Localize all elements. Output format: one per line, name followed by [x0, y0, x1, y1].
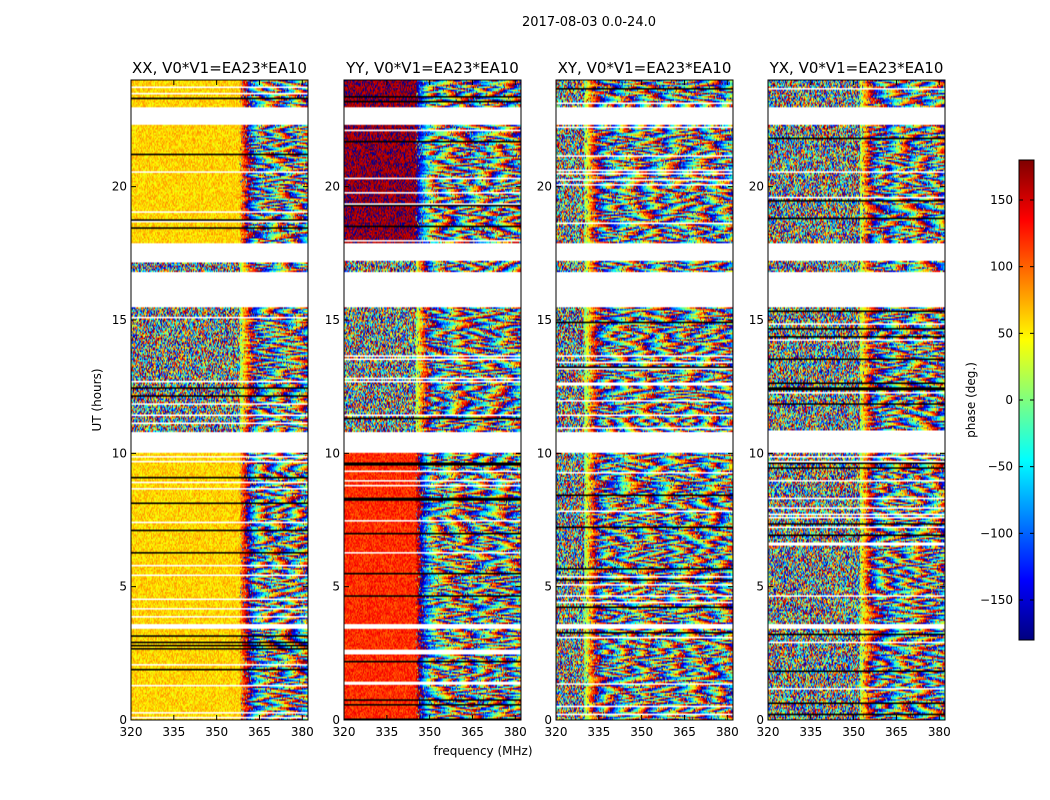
panel-waterfall-image	[344, 80, 521, 720]
panel-1: XX, V0*V1=EA23*EA10 320 335 350 365 380 0 5 10 15…	[112, 59, 314, 739]
x-tick-label: 365	[673, 725, 696, 739]
panel-title: XY, V0*V1=EA23*EA10	[558, 59, 732, 77]
y-tick-label: 20	[112, 180, 127, 194]
panel-title: YX, V0*V1=EA23*EA10	[769, 59, 944, 77]
x-tick-label: 365	[248, 725, 271, 739]
y-tick-label: 5	[332, 580, 340, 594]
x-tick-label: 335	[799, 725, 822, 739]
panel-2: YY, V0*V1=EA23*EA10 320 335 350 365 380 0 5 10 15…	[325, 59, 527, 739]
y-tick-label: 15	[325, 313, 340, 327]
x-tick-label: 350	[630, 725, 653, 739]
y-tick-label: 15	[749, 313, 764, 327]
colorbar-tick-label: 0	[1005, 393, 1013, 407]
colorbar-label: phase (deg.)	[964, 362, 978, 438]
y-axis-label: UT (hours)	[90, 368, 104, 431]
panel-waterfall-image	[131, 80, 308, 720]
figure-title: 2017-08-03 0.0-24.0	[522, 15, 656, 30]
x-tick-label: 335	[587, 725, 610, 739]
y-tick-label: 10	[325, 446, 340, 460]
colorbar-tick-label: −150	[980, 593, 1013, 607]
colorbar: 150 100 50 0 −50 −100 −150	[980, 159, 1035, 641]
y-tick-label: 5	[756, 580, 764, 594]
panel-waterfall-image	[768, 80, 945, 720]
x-tick-label: 320	[545, 725, 568, 739]
y-tick-label: 10	[537, 446, 552, 460]
y-tick-label: 10	[749, 446, 764, 460]
x-tick-label: 380	[928, 725, 951, 739]
y-tick-label: 0	[332, 713, 340, 727]
panel-waterfall-image	[556, 80, 733, 720]
x-tick-label: 365	[885, 725, 908, 739]
x-tick-label: 380	[291, 725, 314, 739]
y-tick-label: 15	[537, 313, 552, 327]
panel-4: YX, V0*V1=EA23*EA10 320 335 350 365 380 0 5 10 15…	[749, 59, 951, 739]
panels-group: XX, V0*V1=EA23*EA10 320 335 350 365 380 0 5 10 15…	[112, 59, 951, 739]
y-tick-label: 20	[537, 180, 552, 194]
colorbar-tick-label: 100	[990, 260, 1013, 274]
y-tick-label: 5	[119, 580, 127, 594]
panel-frame	[555, 79, 734, 721]
x-tick-label: 335	[162, 725, 185, 739]
panel-frame	[767, 79, 946, 721]
colorbar-tick-label: 50	[998, 326, 1013, 340]
x-tick-label: 350	[842, 725, 865, 739]
panel-title: XX, V0*V1=EA23*EA10	[132, 59, 307, 77]
x-tick-label: 320	[757, 725, 780, 739]
y-tick-label: 0	[756, 713, 764, 727]
y-tick-label: 0	[544, 713, 552, 727]
x-tick-label: 380	[504, 725, 527, 739]
y-tick-label: 0	[119, 713, 127, 727]
panel-frame	[130, 79, 309, 721]
x-tick-label: 335	[375, 725, 398, 739]
colorbar-tick-label: −50	[988, 460, 1013, 474]
x-tick-label: 365	[461, 725, 484, 739]
y-tick-label: 5	[544, 580, 552, 594]
x-tick-label: 320	[120, 725, 143, 739]
x-axis-label: frequency (MHz)	[433, 744, 532, 758]
x-tick-label: 350	[205, 725, 228, 739]
panel-3: XY, V0*V1=EA23*EA10 320 335 350 365 380 0 5 10 15…	[537, 59, 739, 739]
colorbar-tick-label: −100	[980, 526, 1013, 540]
panel-title: YY, V0*V1=EA23*EA10	[345, 59, 519, 77]
x-tick-label: 350	[418, 725, 441, 739]
colorbar-tick-label: 150	[990, 193, 1013, 207]
y-tick-label: 20	[325, 180, 340, 194]
y-tick-label: 10	[112, 446, 127, 460]
y-tick-label: 15	[112, 313, 127, 327]
panel-frame	[343, 79, 522, 721]
y-tick-label: 20	[749, 180, 764, 194]
x-tick-label: 320	[333, 725, 356, 739]
x-tick-label: 380	[716, 725, 739, 739]
